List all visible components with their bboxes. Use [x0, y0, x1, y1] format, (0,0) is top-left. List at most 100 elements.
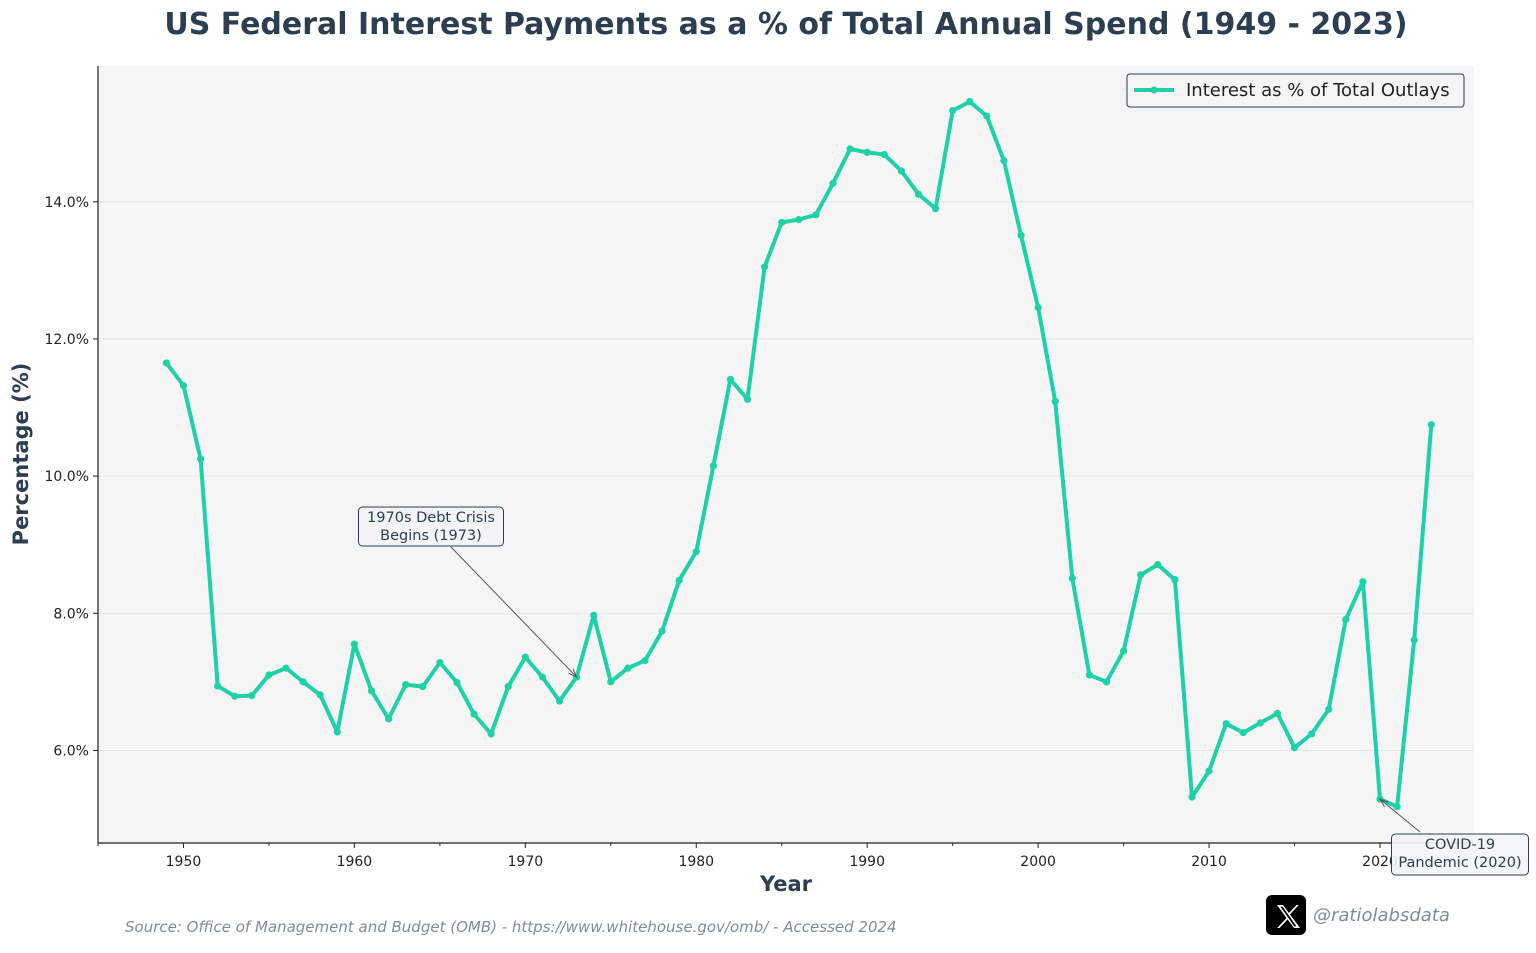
- y-ticks: 6.0% 8.0% 10.0% 12.0% 14.0%: [45, 195, 98, 759]
- series: [162, 98, 1435, 811]
- data-point: [1034, 303, 1042, 311]
- data-point: [1171, 576, 1179, 584]
- x-ticks: 1950 1960 1970 1980 1990 2000 2010 2020: [97, 843, 1466, 870]
- legend: Interest as % of Total Outlays: [1126, 73, 1465, 108]
- data-point: [1308, 730, 1316, 738]
- social-handle[interactable]: @ratiolabsdata: [1313, 905, 1450, 926]
- data-point: [1017, 231, 1025, 239]
- data-point: [1102, 678, 1111, 686]
- data-point: [402, 680, 410, 689]
- annotation-box: [1391, 833, 1529, 876]
- data-point: [1273, 709, 1282, 717]
- annotation-box: [358, 506, 504, 547]
- source-note: Source: Office of Management and Budget …: [125, 918, 897, 936]
- annotation-text: 1970s Debt Crisis: [367, 510, 495, 526]
- data-point: [384, 715, 393, 723]
- annotation-arrowhead: [1378, 798, 1389, 808]
- data-point: [1342, 615, 1350, 624]
- data-point: [949, 106, 957, 115]
- data-point: [761, 263, 769, 271]
- data-point: [1222, 720, 1230, 728]
- data-point: [692, 547, 700, 556]
- data-point: [1205, 767, 1213, 775]
- y-tick-label: 14.0%: [45, 195, 89, 211]
- data-point: [1051, 397, 1059, 405]
- data-point: [1119, 647, 1128, 655]
- data-point: [1239, 728, 1247, 737]
- data-point: [675, 576, 683, 584]
- data-point: [162, 359, 170, 367]
- data-point: [1137, 571, 1145, 579]
- x-tick-label: 2020: [1362, 854, 1398, 870]
- data-point: [590, 611, 598, 619]
- social-badge[interactable]: @ratiolabsdata: [1266, 895, 1450, 935]
- data-point: [521, 653, 529, 661]
- annotation-text: COVID-19: [1425, 837, 1495, 853]
- data-point: [265, 671, 273, 679]
- data-point: [1154, 560, 1162, 569]
- data-point: [436, 659, 444, 667]
- data-point: [743, 395, 752, 403]
- data-point: [282, 664, 290, 672]
- data-point: [1188, 793, 1196, 801]
- data-point: [880, 150, 888, 159]
- x-axis-label: Year: [759, 872, 813, 896]
- data-point: [487, 730, 495, 738]
- data-point: [829, 179, 837, 187]
- data-point: [538, 673, 547, 681]
- x-tick-label: 1970: [508, 854, 544, 870]
- legend-marker: [1150, 86, 1158, 94]
- data-point: [931, 205, 940, 213]
- data-point: [248, 691, 256, 700]
- x-tick-label: 1980: [678, 854, 714, 870]
- y-axis-label: Percentage (%): [9, 363, 33, 546]
- data-point: [196, 455, 205, 463]
- data-point: [846, 145, 854, 153]
- x-tick-label: 2000: [1020, 854, 1056, 870]
- data-point: [658, 627, 666, 635]
- legend-box: [1126, 73, 1465, 108]
- data-point: [333, 728, 341, 736]
- x-tick-label: 1950: [166, 854, 202, 870]
- data-point: [983, 112, 991, 120]
- data-point: [299, 678, 307, 686]
- data-point: [1393, 803, 1401, 811]
- data-point: [1427, 421, 1435, 429]
- data-point: [795, 216, 803, 224]
- y-tick-label: 10.0%: [45, 469, 89, 485]
- data-point: [897, 167, 905, 175]
- annotation-text: Pandemic (2020): [1398, 855, 1521, 871]
- plot-area: [98, 66, 1474, 843]
- x-tick-label: 2010: [1191, 854, 1227, 870]
- data-point: [726, 375, 735, 384]
- y-tick-label: 8.0%: [53, 606, 89, 622]
- y-tick-label: 12.0%: [45, 332, 89, 348]
- y-tick-label: 6.0%: [53, 743, 89, 759]
- data-point: [709, 462, 717, 470]
- chart-title: US Federal Interest Payments as a % of T…: [164, 7, 1407, 42]
- data-point: [863, 148, 871, 157]
- legend-label: Interest as % of Total Outlays: [1186, 80, 1450, 101]
- data-point: [1256, 719, 1264, 727]
- data-point: [504, 683, 512, 691]
- data-point: [316, 691, 324, 699]
- data-point: [1085, 671, 1094, 679]
- x-tick-label: 1990: [849, 854, 885, 870]
- data-point: [778, 218, 786, 226]
- data-point: [1068, 574, 1076, 582]
- data-point: [214, 682, 222, 690]
- data-point: [419, 683, 427, 691]
- data-point: [367, 687, 376, 695]
- annotation-arrowhead: [568, 668, 578, 679]
- data-point: [1410, 636, 1418, 644]
- annotation-text: Begins (1973): [380, 528, 482, 544]
- gridlines: [98, 201, 1474, 751]
- data-point: [555, 697, 564, 705]
- data-point: [641, 656, 649, 665]
- data-point: [812, 211, 820, 219]
- x-logo-glyph: [1277, 905, 1300, 928]
- data-point: [1359, 578, 1367, 586]
- data-point: [914, 190, 923, 198]
- data-point: [453, 678, 461, 687]
